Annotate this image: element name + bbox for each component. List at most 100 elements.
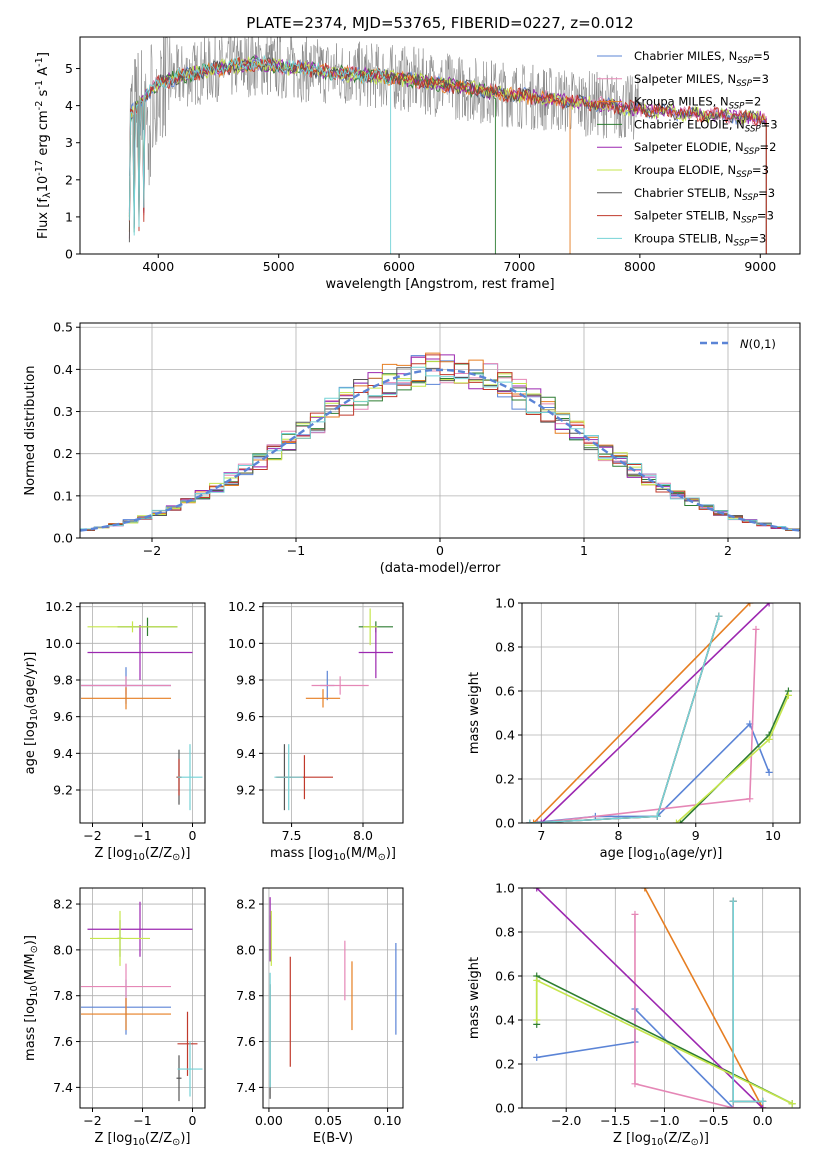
legend-entry-chabrier-stelib: Chabrier STELIB, NSSP=3 — [634, 186, 775, 203]
plot-area — [526, 603, 792, 823]
legend-entry-kroupa-elodie: Kroupa ELODIE, NSSP=3 — [634, 163, 769, 180]
axes-frame — [79, 322, 801, 539]
legend-nssp: 3 — [759, 231, 766, 245]
y-tick-label: 0 — [65, 247, 73, 262]
y-tick-label: 3 — [65, 135, 73, 150]
weight-series-chabrier-miles — [533, 1005, 767, 1108]
weight-series-kroupa-stelib — [729, 897, 767, 1105]
errorbar-kroupa-elodie — [87, 621, 178, 633]
y-axis-label: mass weight — [467, 957, 482, 1039]
residuals-panel: −2 −1 0 1 2 0.0 0.1 0.2 0.3 0.4 0.5 (data-model)/er… — [23, 320, 801, 576]
grid — [80, 603, 205, 823]
weight-series-salpeter-stelib — [729, 897, 767, 1105]
y-tick-label: 0.2 — [53, 446, 73, 461]
y-tick-label: 1 — [65, 209, 73, 224]
spectrum-panel: 4000 5000 6000 7000 8000 9000012345wavelength… — [34, 36, 801, 292]
weight-marker — [641, 888, 649, 892]
weight-marker — [765, 768, 773, 776]
weight-marker — [788, 1100, 796, 1108]
mass-vs-metallicity-panel: −2 −1 0 7.4 7.6 7.8 8.0 8.2 Z [log10(Z/Z⊙)] mass … — [23, 887, 206, 1148]
legend-label: Kroupa ELODIE — [634, 163, 720, 177]
x-axis-label: age [log10(age/yr)] — [600, 846, 723, 863]
axes: −2.0 −1.5 −1.0 −0.5 0.0 0.0 0.2 0.4 0.6 0.8 1.0 Z [… — [467, 881, 801, 1148]
legend-nssp: 3 — [762, 163, 769, 177]
errorbar-kroupa-elodie — [363, 608, 378, 646]
grid — [263, 603, 403, 823]
y-tick-label: 0.3 — [53, 404, 73, 419]
x-tick-label: 9000 — [744, 259, 776, 274]
x-axis-label: E(B-V) — [313, 1131, 353, 1146]
x-axis-label: Z [log10(Z/Z⊙)] — [94, 846, 190, 863]
plot-area — [128, 37, 767, 254]
legend-label: Salpeter ELODIE — [634, 140, 728, 154]
y-tick-label: 0.0 — [53, 531, 73, 546]
y-tick-label: 10.2 — [228, 599, 256, 614]
y-tick-label: 7.8 — [236, 988, 256, 1003]
x-tick-label: 0 — [436, 543, 444, 558]
legend-label: Kroupa STELIB — [634, 231, 718, 245]
y-tick-label: 8.2 — [236, 897, 256, 912]
x-tick-label: −1.0 — [649, 1113, 679, 1128]
weight-marker — [715, 612, 723, 620]
y-tick-label: 10.0 — [45, 636, 73, 651]
plot-area — [80, 352, 800, 538]
grid — [80, 888, 205, 1108]
axes-frame — [79, 887, 206, 1109]
x-tick-label: −0.5 — [698, 1113, 728, 1128]
y-tick-label: 8.2 — [53, 897, 73, 912]
y-tick-label: 0.6 — [495, 969, 515, 984]
y-tick-label: 0.2 — [495, 1057, 515, 1072]
errorbar-kroupa-stelib — [274, 744, 303, 811]
weight-marker — [533, 1053, 541, 1061]
x-tick-label: 5000 — [263, 259, 295, 274]
weight-marker — [537, 819, 545, 823]
legend-entry-kroupa-miles: Kroupa MILES, NSSP=2 — [634, 95, 761, 112]
y-tick-label: 5 — [65, 61, 73, 76]
legend-entry-kroupa-stelib: Kroupa STELIB, NSSP=3 — [634, 231, 766, 248]
axes-frame — [262, 887, 404, 1109]
x-tick-label: −1 — [287, 543, 305, 558]
plot-area — [81, 901, 203, 1102]
axes-frame — [521, 887, 801, 1109]
y-tick-label: 0.2 — [495, 772, 515, 787]
y-axis-label: age [log10(age/yr)] — [23, 652, 40, 775]
legend-entry-salpeter-miles: Salpeter MILES, NSSP=3 — [634, 72, 769, 89]
y-tick-label: 9.2 — [236, 783, 256, 798]
legend-entry-chabrier-miles: Chabrier MILES, NSSP=5 — [634, 49, 770, 66]
x-tick-label: 0.05 — [314, 1113, 342, 1128]
y-tick-label: 7.6 — [236, 1034, 256, 1049]
plot-area — [269, 897, 397, 1099]
y-tick-label: 9.6 — [53, 709, 73, 724]
x-tick-label: 0.10 — [374, 1113, 402, 1128]
weight-marker — [759, 1097, 767, 1105]
errorbar-kroupa-stelib — [177, 744, 203, 811]
errorbar-salpeter-miles — [311, 676, 369, 695]
x-axis-label: wavelength [Angstrom, rest frame] — [325, 277, 554, 292]
x-tick-label: 0.0 — [753, 1113, 773, 1128]
legend-nssp: 2 — [769, 140, 776, 154]
y-tick-label: 10.0 — [228, 636, 256, 651]
y-tick-label: 0.0 — [495, 1101, 515, 1116]
y-tick-label: 0.6 — [495, 684, 515, 699]
normal-reference-curve — [80, 368, 800, 532]
legend-label: Chabrier MILES — [634, 49, 721, 63]
weight-marker — [746, 795, 754, 803]
weight-series-kroupa-miles — [530, 603, 754, 823]
x-tick-label: 6000 — [383, 259, 415, 274]
weight-series-salpeter-miles — [533, 625, 760, 823]
y-tick-label: 9.2 — [53, 783, 73, 798]
errorbar-kroupa-elodie — [90, 910, 150, 966]
x-tick-label: −2 — [143, 543, 161, 558]
x-tick-label: −2 — [83, 828, 101, 843]
mass-weight-vs-metallicity-panel: −2.0 −1.5 −1.0 −0.5 0.0 0.0 0.2 0.4 0.6 0.8 1.0 Z [… — [467, 881, 801, 1148]
x-tick-label: −1 — [133, 1113, 151, 1128]
y-tick-label: 4 — [65, 98, 73, 113]
legend-label: Chabrier STELIB — [634, 186, 726, 200]
errorbar-kroupa-stelib — [177, 1041, 203, 1097]
legend-label: Kroupa MILES — [634, 95, 713, 109]
weight-series-kroupa-elodie — [672, 691, 792, 823]
y-tick-label: 7.4 — [53, 1080, 73, 1095]
y-tick-label: 0.8 — [495, 925, 515, 940]
weight-marker — [530, 819, 538, 823]
legend: N(0,1) — [700, 337, 776, 351]
